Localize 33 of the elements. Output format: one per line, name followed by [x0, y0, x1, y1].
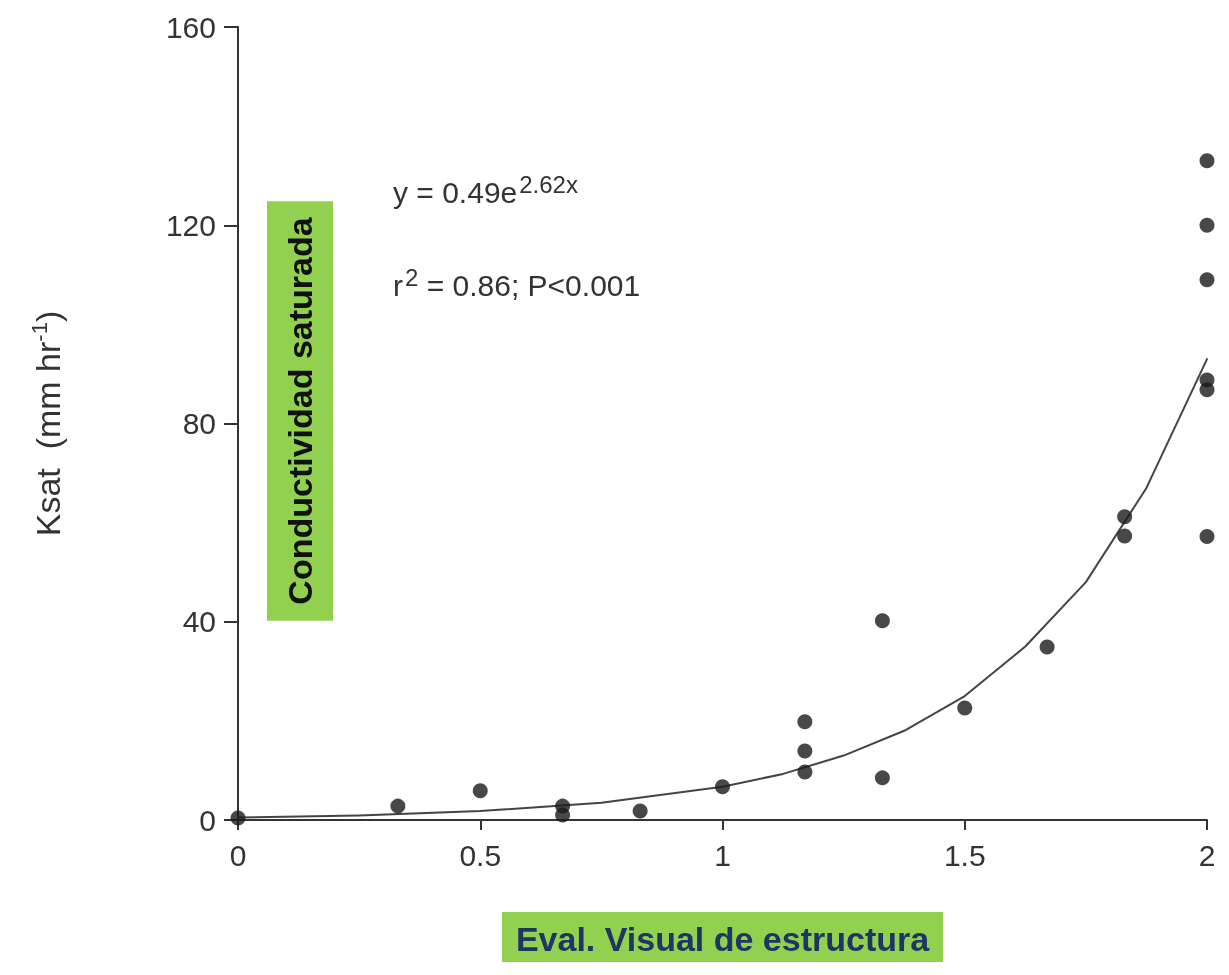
point	[1039, 639, 1055, 655]
point	[1199, 153, 1215, 169]
point	[957, 700, 973, 716]
point	[797, 743, 813, 759]
y-tick-label: 120	[165, 208, 216, 242]
point	[1117, 509, 1133, 525]
x-tick-label: 1.5	[943, 838, 986, 872]
point	[1199, 272, 1215, 288]
annotation: Conductividad saturada	[281, 216, 319, 605]
point	[874, 613, 890, 629]
point	[1199, 382, 1215, 398]
x-tick-label: 0.5	[459, 838, 502, 872]
point	[390, 798, 406, 814]
point	[1199, 217, 1215, 233]
point	[797, 714, 813, 730]
point	[632, 803, 648, 819]
point	[472, 783, 488, 799]
y-tick-label: 160	[165, 10, 216, 44]
y-tick-label: 80	[182, 407, 216, 440]
point	[874, 770, 890, 786]
y-tick-label: 40	[182, 605, 216, 639]
y-axis-title: Ksat (mm hr-1)	[26, 310, 67, 537]
y-tick-label: 0	[199, 803, 216, 837]
point	[715, 779, 730, 795]
point	[1199, 529, 1215, 544]
point	[1117, 528, 1133, 544]
point	[230, 810, 246, 826]
point	[797, 764, 813, 780]
point	[555, 807, 571, 823]
x-tick-label: 2	[1198, 838, 1216, 872]
x-tick-label: 0	[229, 838, 247, 872]
x-axis-title: Eval. Visual de estructura	[515, 920, 931, 958]
x-tick-label: 1	[714, 838, 731, 872]
